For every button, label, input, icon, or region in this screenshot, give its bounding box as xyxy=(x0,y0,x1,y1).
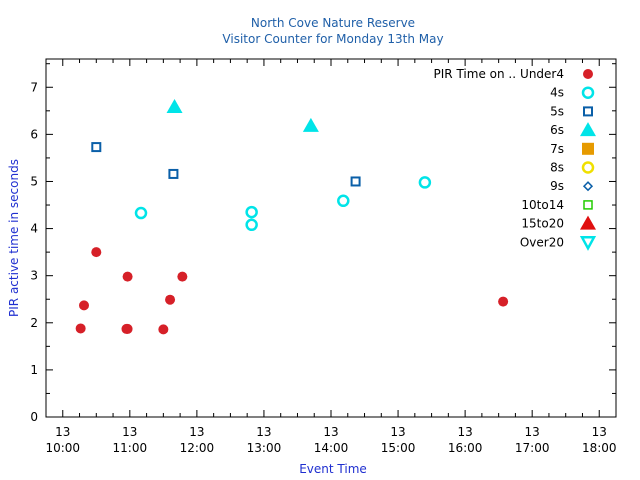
legend-title: PIR Time on .. xyxy=(434,67,517,81)
legend-marker-15to20 xyxy=(580,215,596,230)
legend-label: 8s xyxy=(550,161,564,175)
data-points xyxy=(75,99,509,335)
legend-label: 6s xyxy=(550,123,564,137)
x-axis: 13 10:00 13 11:00 13 12:00 13 13:00 13 14:00 13 15:… xyxy=(45,59,617,455)
point-6s xyxy=(166,99,183,114)
legend-label: 10to14 xyxy=(521,198,564,212)
x-tick-label-time: 10:00 xyxy=(45,441,80,455)
y-tick-label: 0 xyxy=(30,410,38,424)
point-4s xyxy=(245,218,258,232)
point-under4 xyxy=(75,323,86,334)
legend-label: 4s xyxy=(550,86,564,100)
point-4s xyxy=(245,205,258,219)
legend-marker-4s xyxy=(581,86,595,99)
y-tick-label: 6 xyxy=(30,127,38,141)
x-tick-label-day: 13 xyxy=(457,425,472,439)
x-tick-label-day: 13 xyxy=(55,425,70,439)
x-tick-label-day: 13 xyxy=(323,425,338,439)
point-6s xyxy=(302,117,319,132)
point-under4 xyxy=(498,296,509,307)
chart-title: North Cove Nature Reserve xyxy=(251,16,415,30)
legend-marker-6s xyxy=(580,122,596,137)
point-under4 xyxy=(91,247,102,258)
legend-label: 15to20 xyxy=(521,217,564,231)
x-tick-label-time: 13:00 xyxy=(247,441,282,455)
legend-marker-7s xyxy=(582,142,594,155)
point-4s xyxy=(134,206,148,220)
legend-label: 9s xyxy=(550,179,564,193)
x-tick-label-day: 13 xyxy=(256,425,271,439)
x-axis-label: Event Time xyxy=(299,462,367,476)
x-tick-label-day: 13 xyxy=(592,425,607,439)
y-tick-label: 5 xyxy=(30,174,38,188)
x-tick-label-time: 15:00 xyxy=(381,441,416,455)
x-tick-label-day: 13 xyxy=(390,425,405,439)
x-tick-label-day: 13 xyxy=(525,425,540,439)
y-axis: 0 1 2 3 4 5 6 7 xyxy=(30,63,616,424)
y-tick-label: 2 xyxy=(30,316,38,330)
y-tick-label: 1 xyxy=(30,363,38,377)
point-under4 xyxy=(122,271,133,282)
point-4s xyxy=(337,194,350,208)
x-tick-label-day: 13 xyxy=(189,425,204,439)
point-5s xyxy=(168,168,179,179)
point-5s xyxy=(91,142,102,153)
point-under4 xyxy=(122,323,133,334)
y-tick-label: 7 xyxy=(30,80,38,94)
y-tick-label: 3 xyxy=(30,269,38,283)
point-under4 xyxy=(177,271,188,282)
x-tick-label-time: 12:00 xyxy=(180,441,215,455)
legend-marker-10to14 xyxy=(583,200,593,210)
legend-marker-9s xyxy=(582,181,594,192)
y-tick-label: 4 xyxy=(30,222,38,236)
x-tick-label-time: 11:00 xyxy=(113,441,148,455)
legend-label: 5s xyxy=(550,104,564,118)
legend-label: Over20 xyxy=(520,235,564,249)
point-under4 xyxy=(165,294,176,305)
point-under4 xyxy=(79,300,89,311)
point-4s xyxy=(418,176,432,189)
legend-marker-over20 xyxy=(579,236,597,251)
legend: PIR Time on .. Under4 4s 5s 6s 7s 8s 9s 10to14 1… xyxy=(434,67,597,251)
legend-marker-8s xyxy=(581,161,595,174)
point-5s xyxy=(350,176,361,187)
x-tick-label-time: 16:00 xyxy=(448,441,483,455)
x-tick-label-time: 18:00 xyxy=(582,441,617,455)
legend-label: Under4 xyxy=(520,67,564,81)
x-tick-label-time: 17:00 xyxy=(515,441,550,455)
legend-label: 7s xyxy=(550,142,564,156)
legend-marker-5s xyxy=(583,106,593,117)
x-tick-label-day: 13 xyxy=(122,425,137,439)
point-under4 xyxy=(158,324,169,335)
legend-marker-under4 xyxy=(583,69,593,79)
y-axis-label: PIR active time in seconds xyxy=(7,159,21,317)
x-tick-label-time: 14:00 xyxy=(314,441,349,455)
chart-subtitle: Visitor Counter for Monday 13th May xyxy=(222,32,443,46)
